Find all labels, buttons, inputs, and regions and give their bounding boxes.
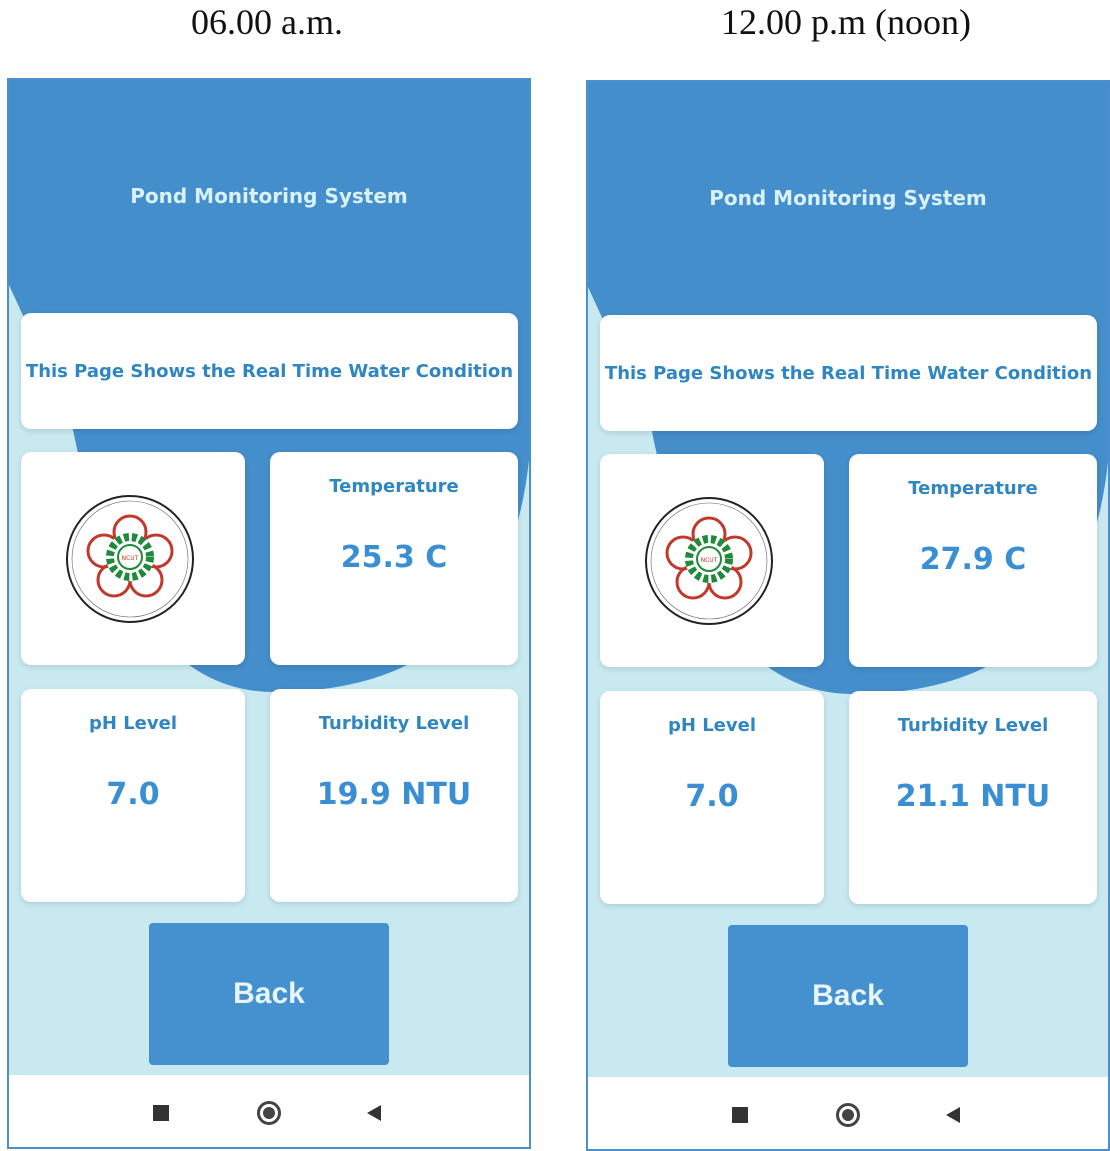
- caption-morning: 06.00 a.m.: [191, 2, 343, 42]
- circle-home-icon[interactable]: [257, 1101, 281, 1125]
- square-recents-icon[interactable]: [153, 1105, 169, 1121]
- logo-card: NCUT: [21, 452, 245, 665]
- triangle-back-icon[interactable]: [946, 1107, 960, 1123]
- android-nav-bar: [588, 1077, 1108, 1149]
- turbidity-label: Turbidity Level: [897, 715, 1049, 736]
- temperature-value: 27.9 C: [919, 542, 1027, 577]
- logo-card: NCUT: [600, 454, 824, 667]
- android-nav-bar: [9, 1075, 529, 1147]
- temperature-label: Temperature: [329, 476, 459, 497]
- ph-card: pH Level 7.0: [21, 689, 245, 902]
- ph-label: pH Level: [667, 715, 756, 736]
- temperature-card: Temperature 27.9 C: [849, 454, 1097, 667]
- ph-value: 7.0: [685, 779, 739, 814]
- back-button[interactable]: Back: [728, 925, 968, 1067]
- turbidity-label: Turbidity Level: [318, 713, 470, 734]
- triangle-back-icon[interactable]: [367, 1105, 381, 1121]
- subtitle-card: This Page Shows the Real Time Water Cond…: [21, 313, 518, 429]
- turbidity-card: Turbidity Level 19.9 NTU: [270, 689, 518, 902]
- app-title: Pond Monitoring System: [709, 186, 987, 210]
- svg-text:NCUT: NCUT: [122, 555, 139, 562]
- temperature-value: 25.3 C: [340, 540, 448, 575]
- turbidity-card: Turbidity Level 21.1 NTU: [849, 691, 1097, 904]
- back-button[interactable]: Back: [149, 923, 389, 1065]
- university-logo: NCUT: [645, 497, 773, 625]
- turbidity-value: 21.1 NTU: [895, 779, 1051, 814]
- temperature-label: Temperature: [908, 478, 1038, 499]
- phone-screen-noon: Pond Monitoring System This Page Shows t…: [586, 80, 1110, 1151]
- circle-home-icon[interactable]: [836, 1103, 860, 1127]
- app-title: Pond Monitoring System: [130, 184, 408, 208]
- turbidity-value: 19.9 NTU: [316, 777, 472, 812]
- square-recents-icon[interactable]: [732, 1107, 748, 1123]
- svg-text:NCUT: NCUT: [701, 557, 718, 564]
- university-logo: NCUT: [66, 495, 194, 623]
- temperature-card: Temperature 25.3 C: [270, 452, 518, 665]
- ph-label: pH Level: [88, 713, 177, 734]
- subtitle-card: This Page Shows the Real Time Water Cond…: [600, 315, 1097, 431]
- phone-screen-morning: Pond Monitoring System This Page Shows t…: [7, 78, 531, 1149]
- ph-card: pH Level 7.0: [600, 691, 824, 904]
- caption-noon: 12.00 p.m (noon): [721, 2, 971, 42]
- ph-value: 7.0: [106, 777, 160, 812]
